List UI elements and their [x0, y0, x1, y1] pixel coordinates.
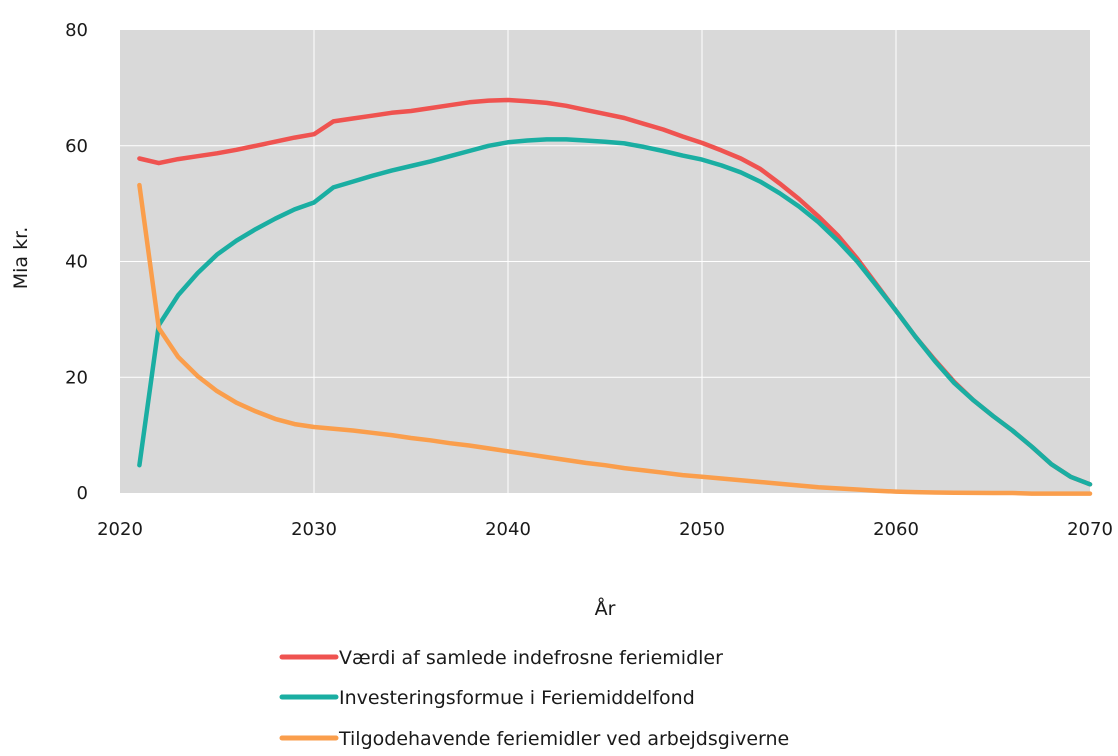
- series-line: [137, 182, 1093, 496]
- x-axis-tick-labels: 2020 2030 2040 2050 2060 2070: [97, 519, 1113, 540]
- y-tick-label: 40: [65, 252, 88, 273]
- x-tick-label: 2020: [97, 519, 143, 540]
- y-tick-label: 60: [65, 136, 88, 157]
- series-line: [137, 137, 1093, 487]
- x-axis-title: År: [595, 597, 616, 620]
- x-tick-label: 2040: [485, 519, 531, 540]
- legend: Værdi af samlede indefrosne feriemidler I…: [279, 647, 789, 750]
- legend-label: Tilgodehavende feriemidler ved arbejdsgi…: [338, 728, 789, 750]
- x-tick-label: 2050: [679, 519, 725, 540]
- y-tick-label: 80: [65, 20, 88, 41]
- x-tick-label: 2060: [873, 519, 919, 540]
- y-axis-tick-labels: 0 20 40 60 80: [65, 20, 88, 504]
- legend-label: Investeringsformue i Feriemiddelfond: [339, 687, 695, 709]
- x-tick-label: 2030: [291, 519, 337, 540]
- y-tick-label: 20: [65, 367, 88, 388]
- series-lines: [137, 97, 1093, 496]
- grid-lines: [120, 30, 1090, 493]
- y-tick-label: 0: [77, 483, 88, 504]
- y-axis-title: Mia kr.: [10, 227, 32, 289]
- legend-label: Værdi af samlede indefrosne feriemidler: [339, 647, 723, 669]
- x-tick-label: 2070: [1067, 519, 1113, 540]
